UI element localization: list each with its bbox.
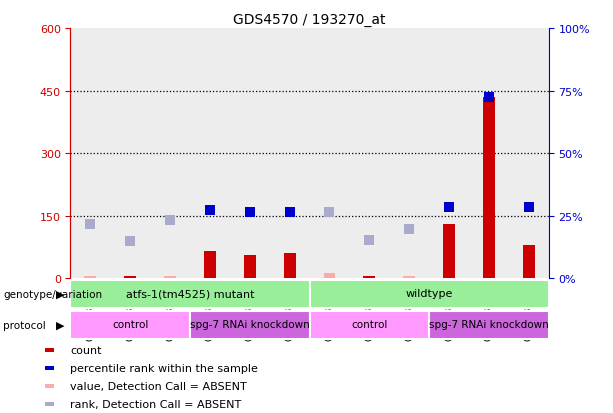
Text: count: count: [70, 345, 102, 355]
Title: GDS4570 / 193270_at: GDS4570 / 193270_at: [234, 12, 386, 26]
Bar: [403, 277, 415, 279]
Bar: [324, 274, 335, 279]
Text: atfs-1(tm4525) mutant: atfs-1(tm4525) mutant: [126, 289, 254, 299]
Bar: [230, 29, 270, 279]
Bar: [70, 311, 190, 339]
Text: rank, Detection Call = ABSENT: rank, Detection Call = ABSENT: [70, 399, 242, 409]
Bar: [190, 311, 310, 339]
Bar: [523, 245, 535, 279]
Text: control: control: [351, 320, 387, 330]
Bar: [469, 29, 509, 279]
Bar: [45, 384, 54, 388]
Bar: [429, 311, 549, 339]
Text: percentile rank within the sample: percentile rank within the sample: [70, 363, 258, 373]
Bar: [284, 254, 295, 279]
Text: ▶: ▶: [56, 320, 64, 330]
Bar: [483, 97, 495, 279]
Bar: [364, 277, 375, 279]
Bar: [244, 256, 256, 279]
Text: genotype/variation: genotype/variation: [3, 289, 102, 299]
Bar: [70, 29, 110, 279]
Text: spg-7 RNAi knockdown: spg-7 RNAi knockdown: [429, 320, 549, 330]
Bar: [70, 280, 310, 308]
Bar: [124, 277, 136, 279]
Bar: [443, 225, 455, 279]
Bar: [45, 348, 54, 352]
Bar: [85, 276, 96, 279]
Text: protocol: protocol: [3, 320, 46, 330]
Bar: [349, 29, 389, 279]
Bar: [150, 29, 190, 279]
Text: wildtype: wildtype: [405, 289, 453, 299]
Text: control: control: [112, 320, 148, 330]
Bar: [389, 29, 429, 279]
Bar: [164, 277, 176, 279]
Bar: [310, 311, 429, 339]
Text: value, Detection Call = ABSENT: value, Detection Call = ABSENT: [70, 381, 247, 391]
Bar: [310, 280, 549, 308]
Bar: [270, 29, 310, 279]
Text: spg-7 RNAi knockdown: spg-7 RNAi knockdown: [190, 320, 310, 330]
Bar: [509, 29, 549, 279]
Bar: [429, 29, 469, 279]
Bar: [204, 252, 216, 279]
Bar: [110, 29, 150, 279]
Bar: [45, 402, 54, 406]
Bar: [310, 29, 349, 279]
Bar: [190, 29, 230, 279]
Text: ▶: ▶: [56, 289, 64, 299]
Bar: [45, 366, 54, 370]
